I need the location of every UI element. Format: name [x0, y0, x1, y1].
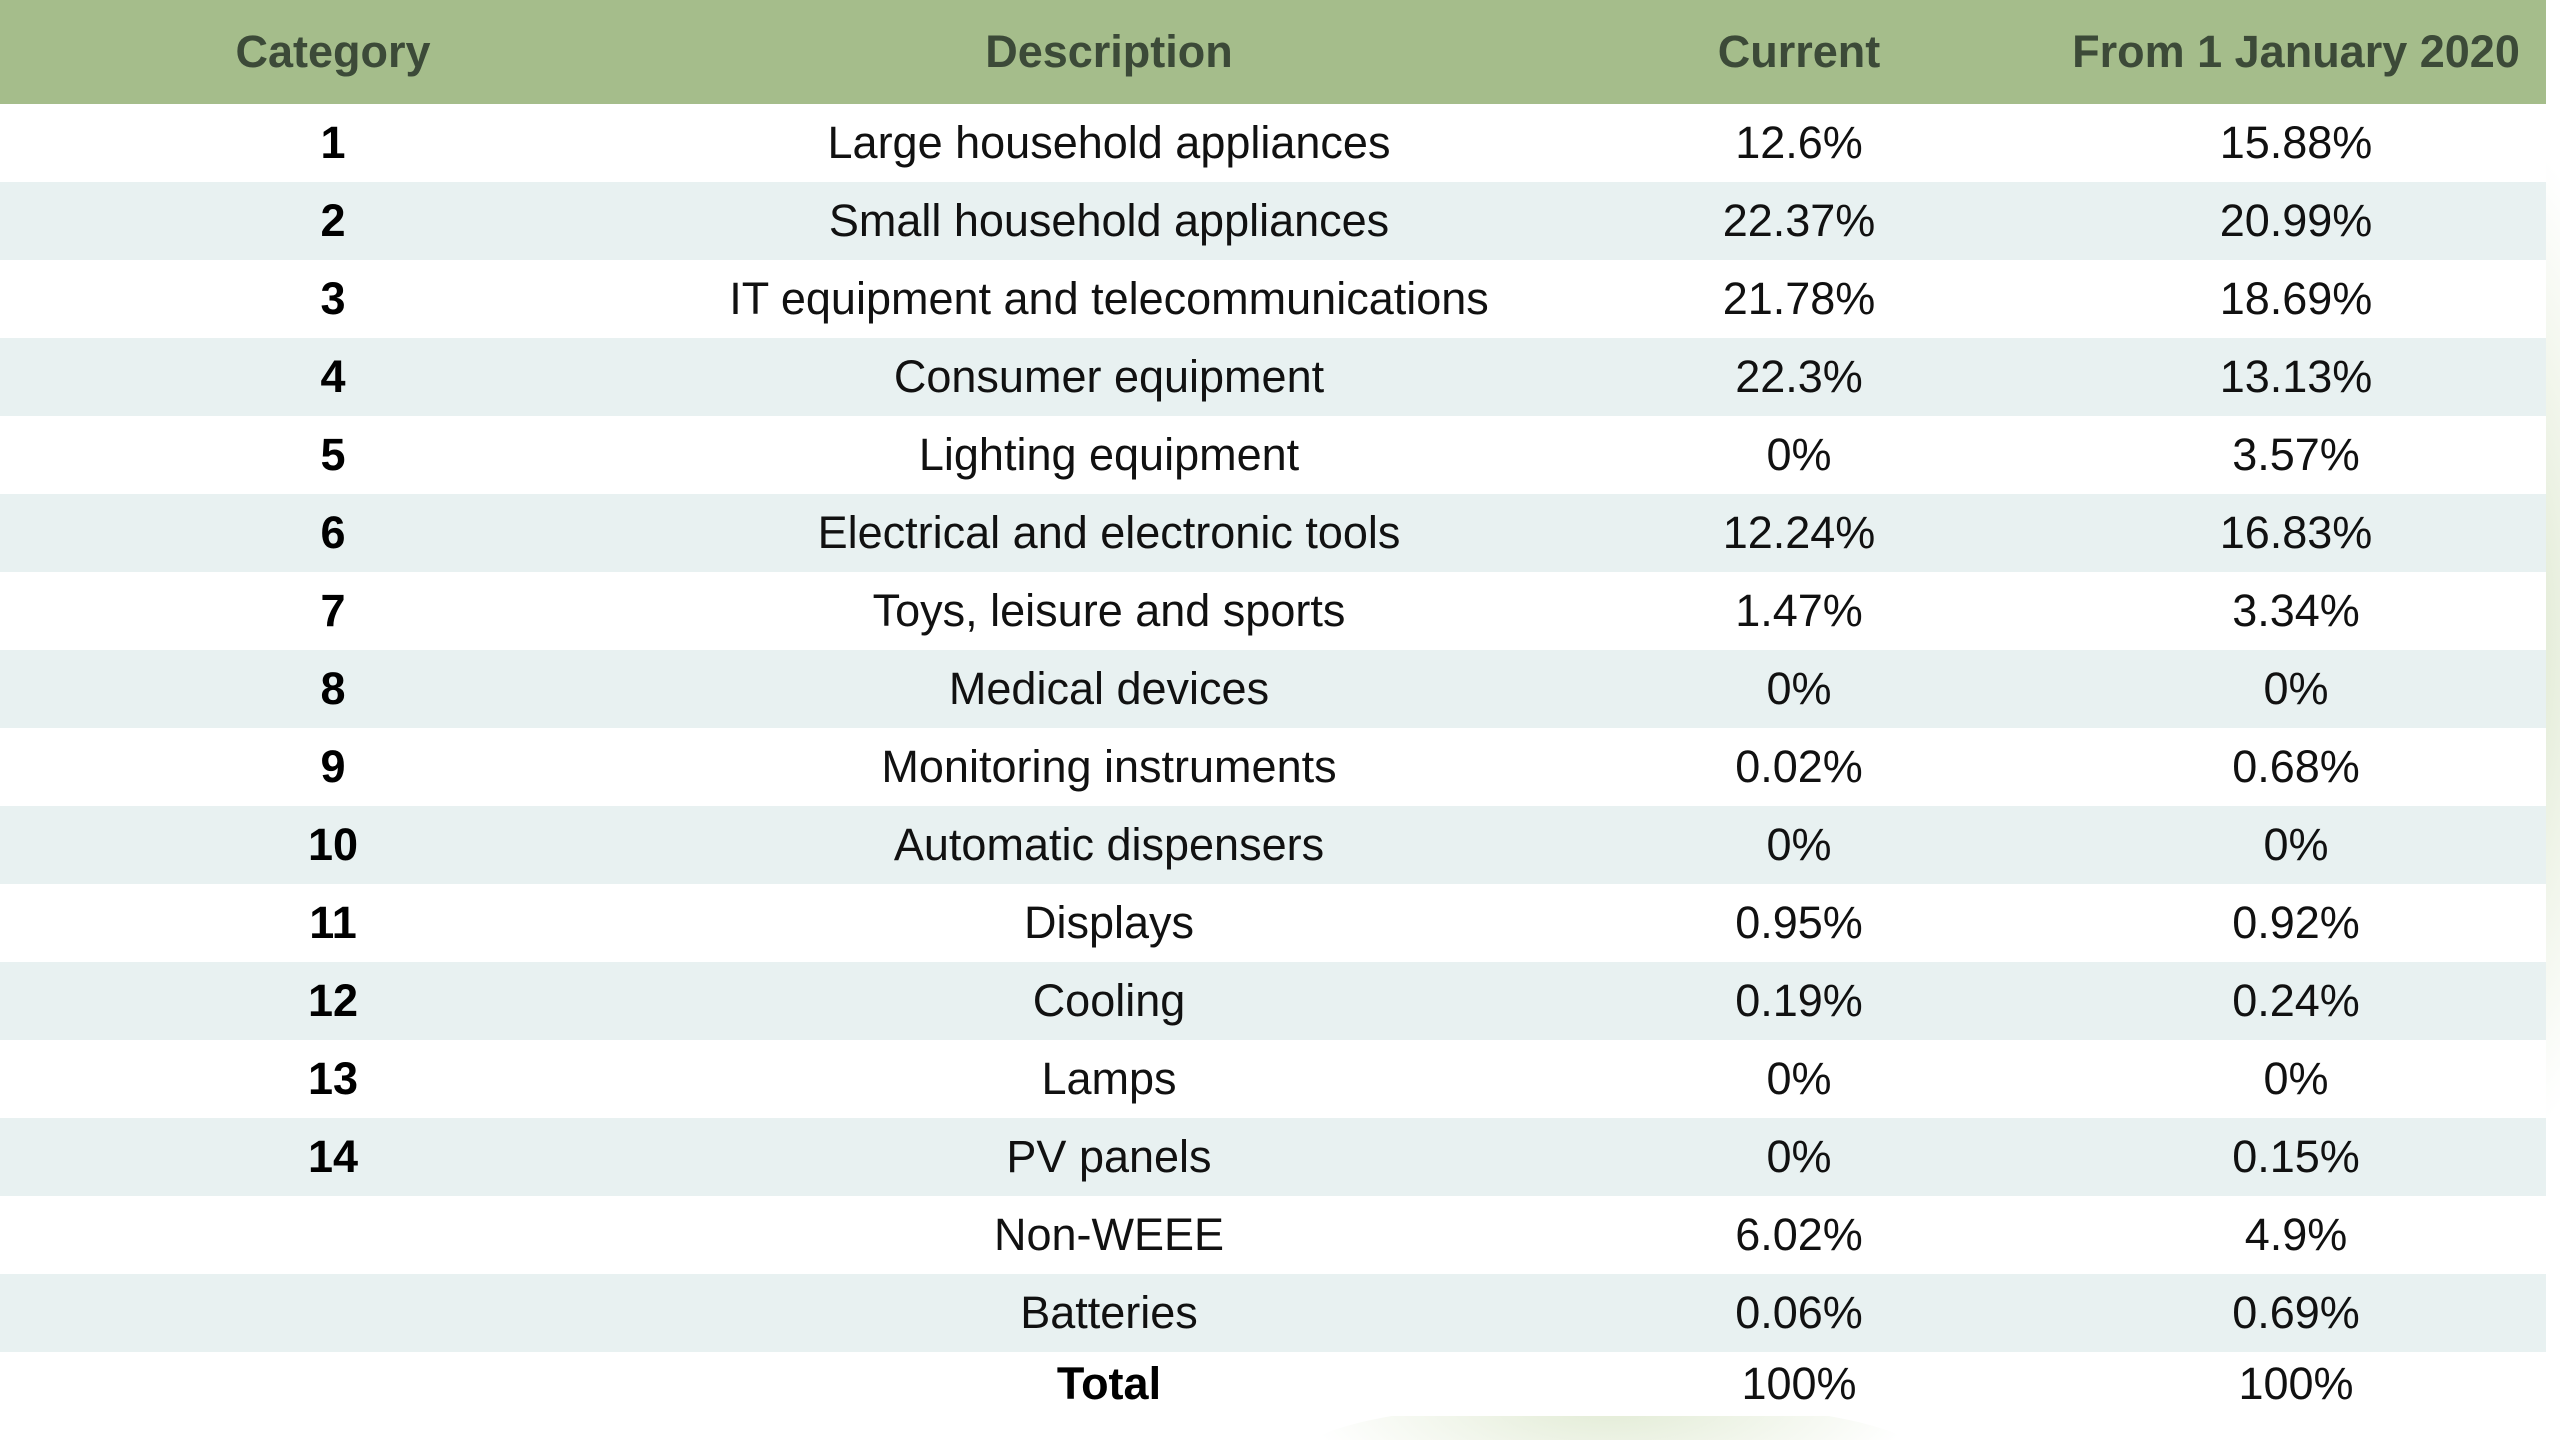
current-cell: 12.6% [1735, 117, 1863, 168]
description-cell: Small household appliances [828, 195, 1390, 246]
description-cell: Cooling [1032, 975, 1186, 1026]
table-header: Category Description Current From 1 Janu… [0, 0, 2546, 104]
from-2020-cell: 13.13% [2219, 351, 2373, 402]
header-current: Current [1717, 26, 1881, 77]
current-cell: 0.95% [1735, 897, 1863, 948]
table-row: 4 Consumer equipment 22.3% 13.13% [0, 338, 2546, 416]
from-2020-cell: 18.69% [2219, 273, 2373, 324]
current-cell: 1.47% [1735, 585, 1863, 636]
table-row: 6 Electrical and electronic tools 12.24% 16… [0, 494, 2546, 572]
from-2020-cell: 0.69% [2232, 1287, 2360, 1338]
description-cell: Electrical and electronic tools [817, 507, 1401, 558]
table-row: 1 Large household appliances 12.6% 15.88% [0, 104, 2546, 182]
total-label: Total [1056, 1358, 1162, 1409]
current-cell: 6.02% [1735, 1209, 1863, 1260]
description-cell: PV panels [1006, 1131, 1212, 1182]
total-from-2020-cell: 100% [2238, 1358, 2354, 1409]
category-cell: 6 [320, 507, 346, 558]
category-cell: 8 [320, 663, 346, 714]
category-cell: 11 [309, 897, 357, 948]
category-cell: 10 [307, 819, 359, 870]
table-row: 2 Small household appliances 22.37% 20.99% [0, 182, 2546, 260]
table-row: 7 Toys, leisure and sports 1.47% 3.34% [0, 572, 2546, 650]
header-description: Description [985, 26, 1233, 77]
table-body: 1 Large household appliances 12.6% 15.88% 2 S… [0, 104, 2546, 1416]
from-2020-cell: 0.68% [2232, 741, 2360, 792]
from-2020-cell: 0.24% [2232, 975, 2360, 1026]
category-cell: 12 [307, 975, 359, 1026]
table-row: 12 Cooling 0.19% 0.24% [0, 962, 2546, 1040]
from-2020-cell: 0% [2263, 1053, 2329, 1104]
current-cell: 0% [1766, 819, 1832, 870]
description-cell: Non-WEEE [993, 1209, 1225, 1260]
category-cell [0, 1196, 666, 1274]
category-cell: 4 [320, 351, 346, 402]
category-cell: 2 [320, 195, 346, 246]
current-cell: 12.24% [1722, 507, 1876, 558]
current-cell: 22.37% [1722, 195, 1876, 246]
decorative-glow-right [2520, 140, 2560, 1140]
current-cell: 0% [1766, 1131, 1832, 1182]
current-cell: 0% [1766, 429, 1832, 480]
category-cell: 3 [320, 273, 346, 324]
table-row: 11 Displays 0.95% 0.92% [0, 884, 2546, 962]
description-cell: Lighting equipment [918, 429, 1300, 480]
weee-category-table: Category Description Current From 1 Janu… [0, 0, 2546, 1416]
table-row: Batteries 0.06% 0.69% [0, 1274, 2546, 1352]
description-cell: Automatic dispensers [893, 819, 1325, 870]
current-cell: 0.19% [1735, 975, 1863, 1026]
from-2020-cell: 0% [2263, 663, 2329, 714]
description-cell: Medical devices [948, 663, 1270, 714]
current-cell: 0.06% [1735, 1287, 1863, 1338]
from-2020-cell: 3.57% [2232, 429, 2360, 480]
category-cell: 7 [320, 585, 346, 636]
table-row: 14 PV panels 0% 0.15% [0, 1118, 2546, 1196]
table-row: 13 Lamps 0% 0% [0, 1040, 2546, 1118]
table-row: 3 IT equipment and telecommunications 21.7… [0, 260, 2546, 338]
category-cell: 5 [320, 429, 346, 480]
description-cell: Lamps [1041, 1053, 1177, 1104]
description-cell: Large household appliances [827, 117, 1391, 168]
description-cell: Consumer equipment [893, 351, 1325, 402]
description-cell: Displays [1023, 897, 1195, 948]
current-cell: 0.02% [1735, 741, 1863, 792]
category-cell: 9 [320, 741, 346, 792]
header-from-2020: From 1 January 2020 [2072, 26, 2520, 77]
category-cell: 14 [307, 1131, 359, 1182]
header-category: Category [235, 26, 431, 77]
table-row: 5 Lighting equipment 0% 3.57% [0, 416, 2546, 494]
description-cell: IT equipment and telecommunications [729, 273, 1489, 324]
total-row: Total 100% 100% [0, 1352, 2546, 1416]
header-row: Category Description Current From 1 Janu… [0, 0, 2546, 104]
category-cell: 13 [307, 1053, 359, 1104]
total-category-cell [0, 1352, 666, 1416]
description-cell: Toys, leisure and sports [872, 585, 1346, 636]
table-row: 10 Automatic dispensers 0% 0% [0, 806, 2546, 884]
table-row: Non-WEEE 6.02% 4.9% [0, 1196, 2546, 1274]
table-row: 9 Monitoring instruments 0.02% 0.68% [0, 728, 2546, 806]
from-2020-cell: 3.34% [2232, 585, 2360, 636]
from-2020-cell: 0.15% [2232, 1131, 2360, 1182]
category-cell [0, 1274, 666, 1352]
category-cell: 1 [320, 117, 346, 168]
total-current-cell: 100% [1741, 1358, 1857, 1409]
current-cell: 0% [1766, 663, 1832, 714]
description-cell: Monitoring instruments [881, 741, 1337, 792]
current-cell: 0% [1766, 1053, 1832, 1104]
current-cell: 22.3% [1735, 351, 1863, 402]
table-row: 8 Medical devices 0% 0% [0, 650, 2546, 728]
from-2020-cell: 0% [2263, 819, 2329, 870]
from-2020-cell: 15.88% [2219, 117, 2373, 168]
from-2020-cell: 16.83% [2219, 507, 2373, 558]
description-cell: Batteries [1020, 1287, 1198, 1338]
from-2020-cell: 0.92% [2232, 897, 2360, 948]
from-2020-cell: 4.9% [2244, 1209, 2348, 1260]
current-cell: 21.78% [1722, 273, 1876, 324]
from-2020-cell: 20.99% [2219, 195, 2373, 246]
